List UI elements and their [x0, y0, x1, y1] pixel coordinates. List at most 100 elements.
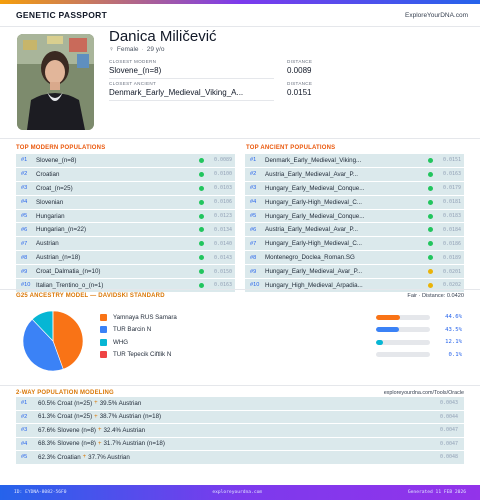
- model-component-b: 38.7% Austrian (n=18): [99, 413, 162, 421]
- fit-dot-icon: [428, 255, 433, 261]
- population-distance: 0.0189: [442, 254, 461, 261]
- population-row[interactable]: #3 Hungary_Early_Medieval_Conque... 0.0179: [245, 181, 464, 195]
- component-bar: 44.6%: [376, 311, 462, 324]
- population-row[interactable]: #9 Croat_Dalmatia_(n=10) 0.0150: [16, 265, 235, 279]
- population-name: Hungary_Early-High_Medieval_C...: [265, 240, 362, 248]
- population-distance: 0.0134: [213, 226, 232, 233]
- ancient-table: #1 Denmark_Early_Medieval_Viking... 0.0151…: [245, 154, 464, 293]
- bar-track: [376, 339, 430, 345]
- profile-photo: [17, 34, 94, 130]
- models-header: 2-WAY POPULATION MODELING exploreyourdna…: [16, 390, 464, 396]
- model-row[interactable]: #3 67.6% Slovene (n=8) +32.4% Austrian 0.00…: [16, 424, 464, 437]
- population-distance: 0.0103: [213, 185, 232, 192]
- population-row[interactable]: #2 Croatian 0.0100: [16, 167, 235, 181]
- population-name: Austrian: [36, 240, 59, 248]
- population-distance: 0.0163: [442, 171, 461, 178]
- model-row[interactable]: #5 62.3% Croatian +37.7% Austrian 0.0048: [16, 451, 464, 464]
- population-row[interactable]: #4 Hungary_Early-High_Medieval_C... 0.0181: [245, 195, 464, 209]
- population-name: Hungary_Early_Medieval_Conque...: [265, 184, 365, 192]
- row-rank: #9: [21, 268, 28, 275]
- population-row[interactable]: #8 Montenegro_Doclea_Roman.SG 0.0189: [245, 251, 464, 265]
- fit-dot-icon: [428, 227, 433, 233]
- population-row[interactable]: #7 Austrian 0.0140: [16, 237, 235, 251]
- population-name: Slovenian: [36, 198, 64, 206]
- population-row[interactable]: #9 Hungary_Early_Medieval_Avar_P... 0.0201: [245, 265, 464, 279]
- brand-link[interactable]: ExploreYourDNA.com: [405, 11, 468, 19]
- model-row[interactable]: #1 60.5% Croat (n=25) +39.5% Austrian 0.004…: [16, 397, 464, 410]
- row-rank: #4: [21, 440, 28, 447]
- population-name: Austrian_(n=18): [36, 254, 81, 262]
- population-name: Hungary_Early_Medieval_Conque...: [265, 212, 365, 220]
- legend-item: WHG: [100, 336, 177, 349]
- row-rank: #3: [250, 185, 257, 192]
- model-row[interactable]: #2 61.3% Croat (n=25) +38.7% Austrian (n=1…: [16, 410, 464, 423]
- component-percent: 12.1%: [445, 339, 462, 346]
- model-text: 60.5% Croat (n=25) +39.5% Austrian: [38, 400, 424, 407]
- component-bar: 43.5%: [376, 324, 462, 337]
- population-row[interactable]: #1 Slovene_(n=8) 0.0089: [16, 154, 235, 167]
- fit-dot-icon: [199, 255, 204, 261]
- model-component-a: 67.6% Slovene (n=8): [38, 426, 96, 434]
- profile-name: Danica Miličević: [109, 28, 217, 45]
- fit-dot-icon: [428, 185, 433, 191]
- footer-site[interactable]: exploreyourdna.com: [212, 490, 263, 495]
- population-row[interactable]: #3 Croat_(n=25) 0.0103: [16, 181, 235, 195]
- population-name: Austria_Early_Medieval_Avar_P...: [265, 170, 358, 178]
- population-row[interactable]: #2 Austria_Early_Medieval_Avar_P... 0.0163: [245, 167, 464, 181]
- model-component-a: 61.3% Croat (n=25): [38, 413, 93, 421]
- closest-ancient-value: Denmark_Early_Medieval_Viking_A...: [109, 88, 244, 97]
- row-rank: #2: [21, 413, 28, 420]
- meta-separator: ·: [141, 46, 144, 53]
- model-component-b: 37.7% Austrian: [88, 453, 130, 461]
- divider: [0, 385, 480, 386]
- bar-fill: [376, 327, 400, 333]
- population-distance: 0.0202: [442, 282, 461, 289]
- population-row[interactable]: #6 Austria_Early_Medieval_Avar_P... 0.0184: [245, 223, 464, 237]
- population-distance: 0.0151: [442, 157, 461, 164]
- legend-item: TUR Tepecik Ciftlik N: [100, 349, 177, 362]
- row-rank: #3: [21, 185, 28, 192]
- row-rank: #4: [21, 199, 28, 206]
- population-row[interactable]: #5 Hungary_Early_Medieval_Conque... 0.0183: [245, 209, 464, 223]
- population-row[interactable]: #1 Denmark_Early_Medieval_Viking... 0.0151: [245, 154, 464, 167]
- row-rank: #7: [21, 240, 28, 247]
- population-name: Denmark_Early_Medieval_Viking...: [265, 156, 362, 164]
- population-name: Croatian: [36, 170, 60, 178]
- profile-card: Danica Miličević ♀ Female · 29 y/o CLOSE…: [0, 28, 480, 138]
- population-distance: 0.0183: [442, 213, 461, 219]
- oracle-link[interactable]: exploreyourdna.com/Tools/Oracle: [383, 390, 464, 396]
- model-text: 68.3% Slovene (n=8) +31.7% Austrian (n=18…: [38, 440, 424, 447]
- row-rank: #1: [21, 157, 28, 164]
- model-text: 67.6% Slovene (n=8) +32.4% Austrian: [38, 427, 424, 434]
- bar-fill: [376, 339, 383, 345]
- population-distance: 0.0179: [442, 185, 461, 192]
- model-distance: 0.0043: [439, 400, 458, 407]
- population-row[interactable]: #8 Austrian_(n=18) 0.0143: [16, 251, 235, 265]
- fit-dot-icon: [428, 269, 433, 275]
- fit-dot-icon: [428, 199, 433, 205]
- legend-swatch: [100, 313, 107, 321]
- population-row[interactable]: #6 Hungarian_(n=22) 0.0134: [16, 223, 235, 237]
- legend-label: TUR Tepecik Ciftlik N: [113, 351, 172, 359]
- row-rank: #3: [21, 427, 28, 434]
- plus-icon: +: [97, 427, 102, 434]
- population-distance: 0.0201: [442, 268, 461, 275]
- population-row[interactable]: #7 Hungary_Early-High_Medieval_C... 0.0186: [245, 237, 464, 251]
- model-component-a: 68.3% Slovene (n=8): [38, 440, 96, 448]
- model-component-b: 39.5% Austrian: [99, 399, 142, 407]
- population-row[interactable]: #10 Italian_Trentino_o_(n=1) 0.0163: [16, 279, 235, 292]
- population-name: Hungary_Early-High_Medieval_C...: [265, 198, 362, 206]
- population-distance: 0.0106: [213, 199, 232, 206]
- legend-item: Yamnaya RUS Samara: [100, 311, 177, 324]
- row-rank: #5: [250, 213, 257, 219]
- age-label: 29 y/o: [146, 46, 165, 53]
- population-row[interactable]: #5 Hungarian 0.0123: [16, 209, 235, 223]
- plus-icon: +: [97, 440, 102, 447]
- g25-header: G25 ANCESTRY MODEL — DAVIDSKI STANDARD F…: [16, 293, 464, 299]
- plus-icon: +: [94, 413, 98, 420]
- fit-dot-icon: [199, 199, 204, 205]
- population-row[interactable]: #10 Hungary_High_Medieval_Arpadia... 0.020…: [245, 279, 464, 292]
- plus-icon: +: [82, 454, 87, 461]
- population-row[interactable]: #4 Slovenian 0.0106: [16, 195, 235, 209]
- model-row[interactable]: #4 68.3% Slovene (n=8) +31.7% Austrian (n=…: [16, 437, 464, 450]
